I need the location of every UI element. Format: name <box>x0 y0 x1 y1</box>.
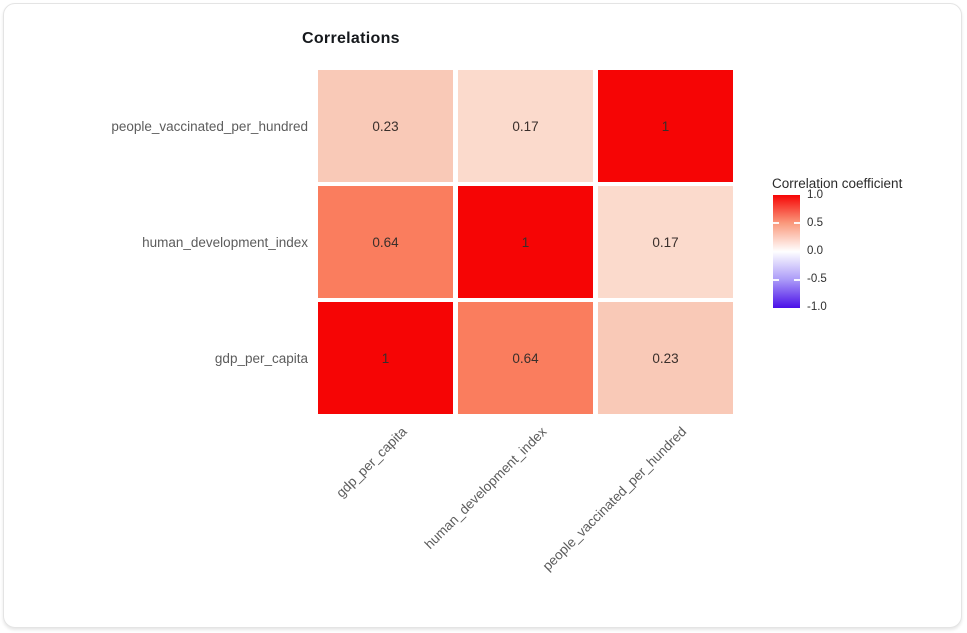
correlation-matrix: 0.23 0.17 1 0.64 1 0.17 1 0.64 0.23 <box>318 70 733 414</box>
legend-tick-label-0.0: 0.0 <box>807 245 823 257</box>
legend-title: Correlation coefficient <box>772 176 903 191</box>
matrix-cell-r0c1: 0.17 <box>458 70 593 182</box>
matrix-cell-r1c0: 0.64 <box>318 186 453 298</box>
matrix-cell-r2c0: 1 <box>318 302 453 414</box>
matrix-cell-r2c2: 0.23 <box>598 302 733 414</box>
row-axis-labels: people_vaccinated_per_hundred human_deve… <box>12 70 308 414</box>
row-label-gdp-per-capita: gdp_per_capita <box>214 350 308 366</box>
cell-value: 0.17 <box>652 234 679 250</box>
colorbar-tick-mark <box>773 279 779 281</box>
legend-colorbar <box>773 195 800 308</box>
legend-tick-label--1.0: -1.0 <box>807 301 827 313</box>
row-label-human-development-index: human_development_index <box>142 234 308 250</box>
legend-tick-label-0.5: 0.5 <box>807 217 823 229</box>
cell-value: 1 <box>661 118 670 134</box>
matrix-cell-r1c2: 0.17 <box>598 186 733 298</box>
colorbar-tick-mark <box>794 222 800 224</box>
cell-value: 0.17 <box>512 118 539 134</box>
cell-value: 1 <box>521 234 530 250</box>
legend-tick-label--0.5: -0.5 <box>807 273 827 285</box>
colorbar-tick-mark <box>794 279 800 281</box>
cell-value: 0.64 <box>512 350 539 366</box>
row-label-people-vaccinated-per-hundred: people_vaccinated_per_hundred <box>111 118 308 134</box>
matrix-cell-r1c1: 1 <box>458 186 593 298</box>
cell-value: 1 <box>381 350 390 366</box>
colorbar-tick-mark <box>773 222 779 224</box>
cell-value: 0.23 <box>652 350 679 366</box>
legend-tick-label-1.0: 1.0 <box>807 189 823 201</box>
chart-title: Correlations <box>302 30 400 47</box>
matrix-cell-r0c2: 1 <box>598 70 733 182</box>
matrix-cell-r2c1: 0.64 <box>458 302 593 414</box>
cell-value: 0.64 <box>372 234 399 250</box>
cell-value: 0.23 <box>372 118 399 134</box>
matrix-cell-r0c0: 0.23 <box>318 70 453 182</box>
